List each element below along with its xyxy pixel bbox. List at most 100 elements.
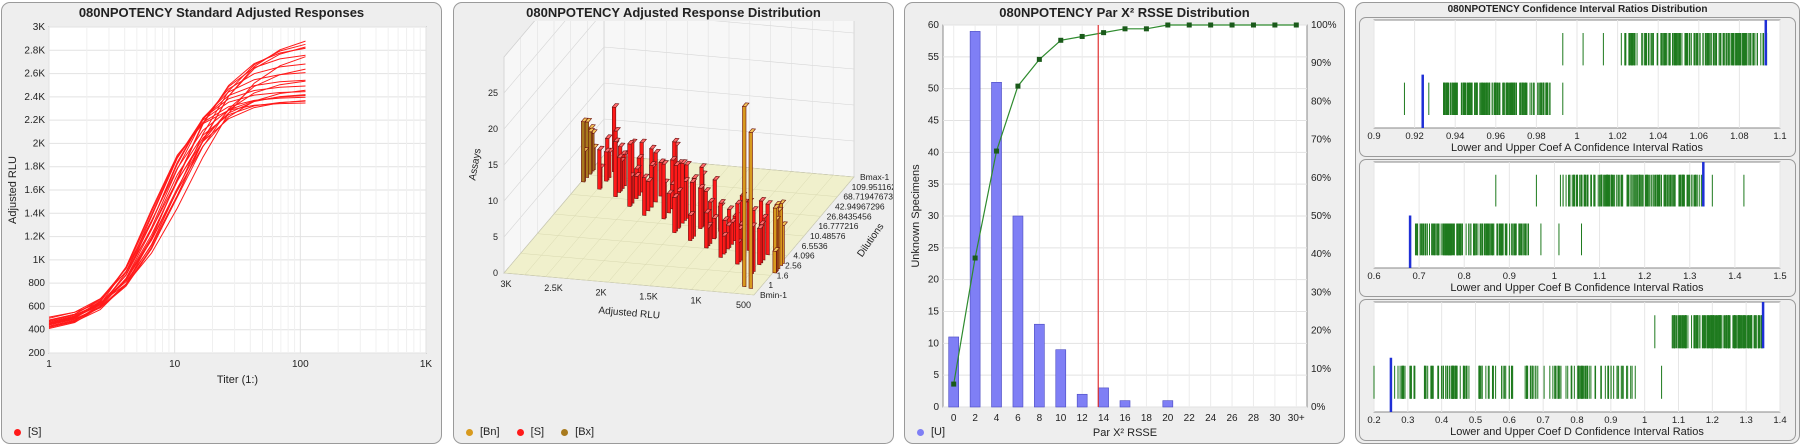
x-tick-label: 0 — [951, 413, 957, 424]
x-tick-label: 0.96 — [1487, 131, 1506, 142]
y-axis-label: Unknown Specimens — [910, 164, 922, 268]
y-tick-label: 35 — [928, 179, 940, 190]
x-tick-label: 18 — [1141, 413, 1153, 424]
panel-title: 080NPOTENCY Adjusted Response Distributi… — [526, 5, 821, 20]
x-tick-label: 0.9 — [1503, 271, 1516, 282]
histogram-bar — [1012, 215, 1024, 408]
x-axis-label: Titer (1:) — [217, 374, 258, 386]
y2-tick-label: 10% — [1311, 364, 1331, 375]
response-bar-top — [684, 160, 692, 166]
histogram-bar — [991, 81, 1002, 408]
x-tick-label: 8 — [1037, 413, 1043, 424]
x-axis-label: Lower and Upper Coef A Confidence Interv… — [1451, 142, 1703, 154]
x-tick-label: 4 — [994, 413, 1000, 424]
response-bar-top — [673, 161, 682, 166]
x-tick-label: 0.3 — [1401, 415, 1414, 426]
x-tick-label: 1.2 — [1638, 271, 1651, 282]
x-tick-label: 16 — [1119, 413, 1131, 424]
dilution-tick-label: Bmin-1 — [760, 290, 787, 300]
histogram-bar — [1076, 393, 1088, 408]
legend-item-s: [S] — [516, 426, 551, 438]
x-tick-label: 1 — [46, 359, 52, 370]
dilution-tick-label: 109.9511627776 — [852, 182, 893, 192]
x-tick-label: 1.1 — [1773, 131, 1786, 142]
response-bar-top — [734, 199, 743, 205]
response-bar — [735, 203, 740, 265]
y-tick-label: 1.6K — [24, 185, 45, 196]
coef-b-subpanel: 0.6 0.7 0.8 0.9 1 1.1 1.2 1.3 1.4 1.5 Lower and Up… — [1359, 159, 1796, 297]
y2-tick-label: 30% — [1311, 287, 1331, 298]
x-tick-label: 500 — [736, 300, 751, 310]
response-bar-top — [613, 126, 622, 132]
legend: [Bn] [S] [Bx] — [466, 426, 608, 438]
x-tick-label: 0.7 — [1413, 271, 1426, 282]
y-tick-label: 25 — [928, 243, 940, 254]
cumulative-marker — [994, 148, 1000, 154]
response-bar-top — [603, 147, 612, 153]
x-tick-label: 1 — [1552, 271, 1557, 282]
floor-grid-line — [603, 154, 855, 178]
response-bar — [627, 143, 632, 207]
response-bar-top — [751, 206, 759, 211]
cumulative-marker — [1036, 56, 1042, 62]
rsse-histogram-chart: 0510152025303540455055600%10%20%30%40%50… — [910, 21, 1337, 439]
response-bar — [613, 141, 618, 198]
dilution-tick-label: 10.48576 — [810, 231, 846, 241]
cumulative-marker — [1101, 30, 1107, 36]
response-bar — [653, 152, 658, 203]
coef-d-subpanel: 0.2 0.3 0.4 0.5 0.6 0.7 0.8 0.9 1 1.1 1.2 1.3 1.4 Low… — [1359, 299, 1796, 441]
x-tick-label: 6 — [1015, 413, 1021, 424]
cumulative-marker — [1250, 22, 1256, 28]
x-tick-label: 2 — [972, 413, 978, 424]
y-tick-label: 15 — [928, 307, 940, 318]
legend-item-bx: [Bx] — [561, 426, 601, 438]
x-tick-label: 1.1 — [1593, 271, 1606, 282]
dilution-tick-label: Bmax-1 — [860, 172, 890, 182]
response-bar-top — [703, 187, 712, 192]
response-bar-top — [760, 213, 769, 219]
x-tick-label: 1.06 — [1690, 131, 1709, 142]
x-tick-label: 1.4 — [1728, 271, 1741, 282]
x-tick-label: 2.5K — [544, 283, 563, 293]
x-tick-label: 30+ — [1288, 413, 1305, 424]
response-bar-top — [633, 172, 642, 177]
y-tick-label: 20 — [928, 275, 940, 286]
standard-responses-chart: 200 400 600 800 1K 1.2K 1.4K 1.6K 1.8K 2K 2.2K 2.4K… — [7, 22, 432, 386]
cumulative-marker — [1143, 26, 1149, 32]
response-bar — [757, 228, 762, 266]
response-curve — [48, 100, 306, 319]
x-axis-label: Lower and Upper Coef D Confidence Interv… — [1450, 426, 1704, 438]
x-axis-label: Par X² RSSE — [1093, 427, 1157, 439]
response-bar-top — [691, 174, 700, 179]
response-bar — [597, 149, 602, 190]
x-tick-label: 12 — [1077, 413, 1089, 424]
x-tick-label: 0.94 — [1446, 131, 1465, 142]
cumulative-marker — [1165, 22, 1171, 28]
response-bar-top — [741, 102, 750, 108]
response-bar — [698, 187, 703, 230]
histogram-bar — [1034, 323, 1045, 408]
response-bar-top — [597, 145, 605, 151]
cumulative-marker — [972, 255, 978, 261]
cumulative-marker — [1229, 22, 1235, 28]
y2-tick-label: 90% — [1311, 58, 1331, 69]
response-bar-top — [722, 216, 730, 221]
y-tick-label: 40 — [928, 147, 940, 158]
response-bar — [742, 106, 747, 288]
x-tick-label: 0.6 — [1367, 271, 1380, 282]
x-tick-label: 20 — [1162, 413, 1174, 424]
y2-tick-label: 70% — [1311, 135, 1331, 146]
response-bar-top — [718, 198, 726, 204]
x-tick-label: 1 — [1574, 131, 1579, 142]
x-tick-label: 1.3 — [1740, 415, 1753, 426]
y-tick-label: 400 — [28, 325, 45, 336]
dilution-tick-label: 6.5536 — [802, 241, 828, 251]
x-tick-label: 1.4 — [1773, 415, 1786, 426]
response-bar-top — [604, 134, 613, 139]
response-bar-top — [648, 161, 657, 166]
response-distribution-panel: 080NPOTENCY Adjusted Response Distributi… — [453, 2, 894, 444]
z-tick-label: 25 — [488, 88, 498, 98]
response-bar-top — [703, 208, 712, 214]
cumulative-marker — [951, 381, 957, 387]
response-bar — [661, 163, 666, 220]
